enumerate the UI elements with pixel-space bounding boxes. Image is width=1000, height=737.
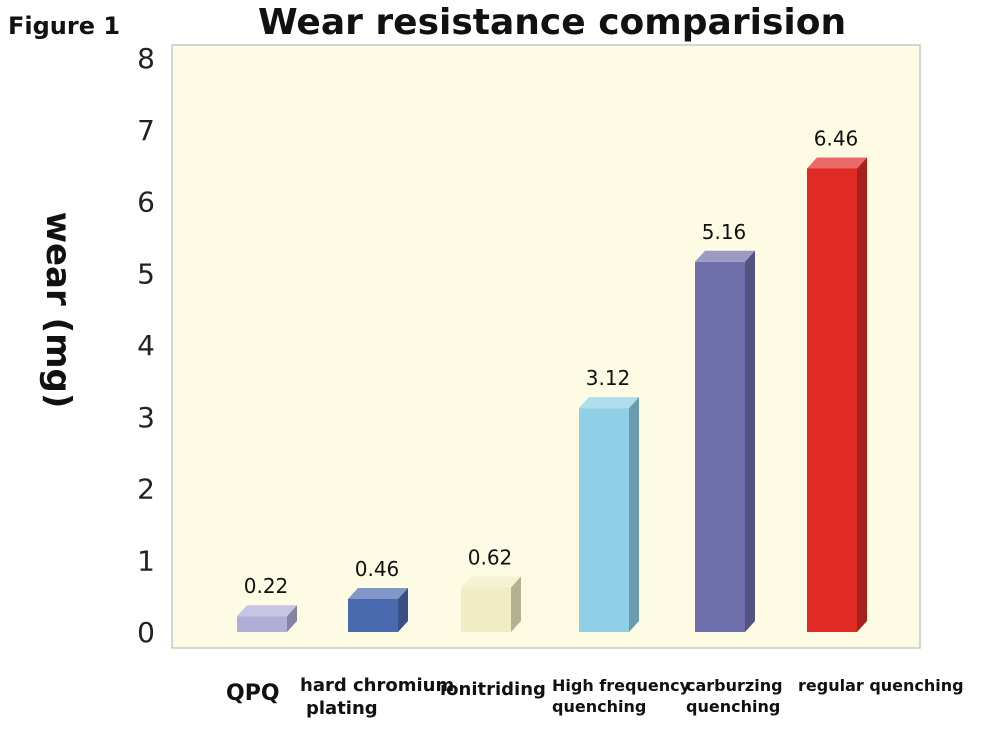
bar: [348, 587, 408, 632]
x-tick-label: QPQ: [226, 680, 280, 709]
bar-side: [629, 397, 639, 632]
bar-side: [745, 250, 755, 632]
x-tick-label: High frequency quenching: [552, 676, 690, 718]
bar-side: [398, 587, 408, 632]
bar-top: [461, 576, 521, 588]
x-tick-label: carburzing quenching: [686, 676, 783, 718]
bar: [461, 576, 521, 632]
bar-front: [237, 616, 287, 632]
figure-label: Figure 1: [8, 12, 121, 40]
y-tick-label: 0: [137, 616, 155, 649]
x-tick-label: regular quenching: [798, 676, 964, 697]
x-tick-label: hard chromium plating: [300, 674, 454, 721]
bar-top: [348, 587, 408, 599]
x-tick-label-line: QPQ: [226, 681, 280, 706]
bar-side: [511, 576, 521, 632]
chart-title: Wear resistance comparision: [258, 2, 847, 43]
x-tick-label-line: High frequency: [552, 676, 690, 695]
x-tick-label-line: hard chromium: [300, 675, 455, 696]
bar: [807, 157, 867, 632]
x-tick-label: ionitriding: [440, 678, 546, 701]
x-tick-label-line: ionitriding: [440, 679, 546, 700]
bar-front: [348, 598, 398, 632]
data-label: 0.62: [468, 546, 513, 570]
x-tick-label-line: quenching: [686, 696, 781, 716]
x-tick-label-line: quenching: [552, 696, 647, 716]
bar-side: [857, 157, 867, 632]
y-tick-label: 7: [137, 114, 155, 147]
y-tick-label: 6: [137, 186, 155, 219]
bar: [237, 605, 297, 632]
data-label: 0.22: [244, 574, 289, 598]
bar-top: [695, 250, 755, 262]
x-tick-label-line: plating: [306, 698, 378, 720]
bar-top: [807, 157, 867, 169]
y-tick-label: 1: [137, 544, 155, 577]
data-label: 5.16: [702, 220, 747, 244]
data-label: 3.12: [586, 366, 631, 390]
bar-top: [579, 397, 639, 409]
bar-front: [461, 587, 511, 632]
plot-background: [171, 44, 921, 649]
y-tick-label: 4: [137, 329, 155, 362]
y-tick-label: 2: [137, 473, 155, 506]
y-tick-label: 8: [137, 42, 155, 75]
bar-front: [695, 261, 745, 632]
y-tick-label: 5: [137, 257, 155, 290]
x-tick-label-line: carburzing: [686, 676, 783, 695]
bar-front: [807, 168, 857, 632]
data-label: 6.46: [814, 126, 859, 150]
y-tick-label: 3: [137, 401, 155, 434]
bar-top: [237, 605, 297, 617]
bar-side: [287, 605, 297, 632]
x-tick-label-line: regular quenching: [798, 676, 964, 695]
data-label: 0.46: [355, 557, 400, 581]
bar-front: [579, 408, 629, 632]
bar: [695, 250, 755, 632]
bar: [579, 397, 639, 632]
